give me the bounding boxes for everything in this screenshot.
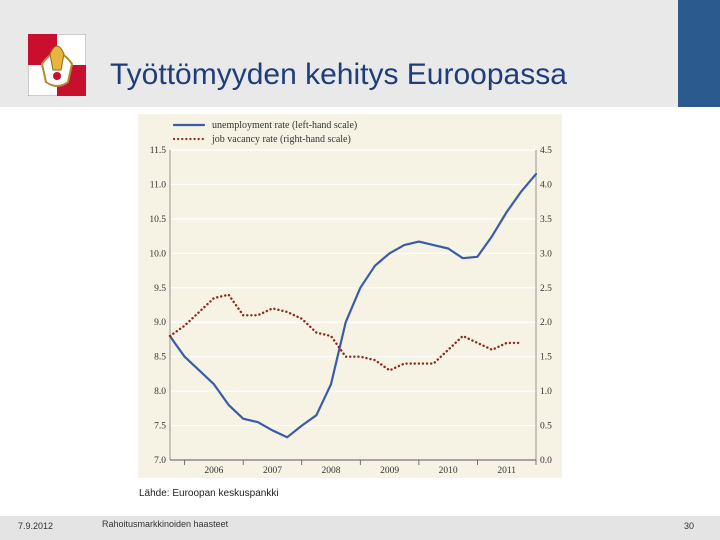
y-right-tick-label: 3.5 — [540, 215, 552, 225]
y-right-tick-label: 0.0 — [540, 456, 552, 466]
y-right-tick-label: 2.5 — [540, 284, 552, 294]
y-right-tick-label: 0.5 — [540, 422, 552, 432]
legend-label-vacancy: job vacancy rate (right-hand scale) — [211, 134, 351, 145]
y-right-tick-label: 4.0 — [540, 180, 552, 190]
slide-title: Työttömyyden kehitys Euroopassa — [110, 58, 567, 91]
y-left-tick-label: 7.0 — [154, 456, 166, 466]
x-tick-label: 2011 — [497, 466, 516, 476]
y-right-tick-label: 3.0 — [540, 249, 552, 259]
unemployment-rate-line — [168, 172, 538, 439]
page-number: 30 — [684, 521, 695, 531]
line-chart: 7.0 0.0 7.5 0.5 8.0 1.0 8.5 1.5 9.0 2.0 9.5 2.5 10.0… — [149, 120, 552, 476]
slide-header — [0, 0, 720, 107]
y-right-tick-label: 1.0 — [540, 387, 552, 397]
footer-date: 7.9.2012 — [18, 521, 54, 531]
y-right-tick-label: 2.0 — [540, 318, 552, 328]
y-left-tick-label: 9.5 — [154, 284, 166, 294]
footer-title: Rahoitusmarkkinoiden haasteet — [102, 519, 229, 529]
y-left-tick-label: 11.0 — [150, 180, 167, 190]
x-tick-label: 2009 — [380, 466, 399, 476]
x-tick-label: 2008 — [322, 466, 341, 476]
y-left-tick-label: 9.0 — [154, 318, 166, 328]
y-right-tick-label: 4.5 — [540, 146, 552, 156]
y-left-tick-label: 8.5 — [154, 353, 166, 363]
legend-label-unemployment: unemployment rate (left-hand scale) — [212, 120, 357, 131]
header-accent-bar — [678, 0, 720, 107]
coat-of-arms-logo — [28, 34, 86, 96]
job-vacancy-rate-line — [168, 293, 523, 372]
y-right-tick-label: 1.5 — [540, 353, 552, 363]
y-left-tick-label: 11.5 — [150, 146, 167, 156]
x-tick-label: 2010 — [439, 466, 458, 476]
y-left-tick-label: 7.5 — [154, 422, 166, 432]
y-left-tick-label: 10.5 — [149, 215, 166, 225]
x-tick-label: 2007 — [263, 466, 282, 476]
x-tick-label: 2006 — [204, 466, 223, 476]
chart-panel: 7.0 0.0 7.5 0.5 8.0 1.0 8.5 1.5 9.0 2.0 9.5 2.5 10.0… — [138, 114, 562, 478]
y-left-tick-label: 10.0 — [149, 249, 166, 259]
slide-footer — [0, 516, 720, 540]
y-left-tick-label: 8.0 — [154, 387, 166, 397]
source-note: Lähde: Euroopan keskuspankki — [139, 488, 279, 499]
